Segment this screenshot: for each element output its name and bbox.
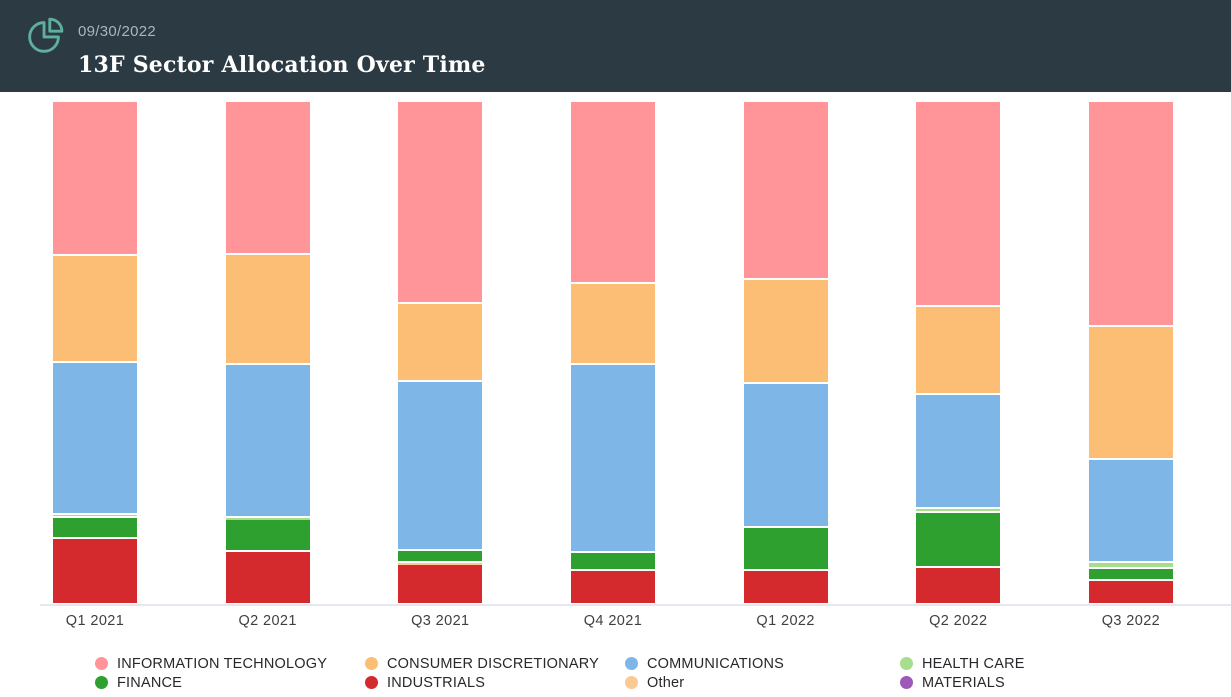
- bar-segment-information-technology-q4-2021[interactable]: [570, 102, 655, 284]
- legend-item-communications[interactable]: COMMUNICATIONS: [625, 654, 900, 673]
- x-axis-label-q3-2021: Q3 2021: [411, 613, 470, 629]
- bar-segment-information-technology-q2-2021[interactable]: [225, 102, 310, 255]
- legend-item-health-care[interactable]: HEALTH CARE: [900, 654, 1025, 673]
- bar-segment-industrials-q3-2021[interactable]: [398, 565, 483, 603]
- x-axis-line: [40, 604, 1231, 606]
- report-date: 09/30/2022: [78, 23, 157, 40]
- legend-dot-icon: [95, 676, 108, 689]
- app-header: 09/30/2022 13F Sector Allocation Over Ti…: [0, 0, 1231, 92]
- bar-segment-other-q3-2021[interactable]: [398, 563, 483, 566]
- legend-item-materials[interactable]: MATERIALS: [900, 673, 1025, 692]
- bar-segment-communications-q2-2022[interactable]: [916, 395, 1001, 509]
- legend-dot-icon: [900, 676, 913, 689]
- bar-segment-industrials-q3-2022[interactable]: [1088, 580, 1173, 603]
- bar-segment-communications-q3-2022[interactable]: [1088, 460, 1173, 563]
- x-axis-label-q4-2021: Q4 2021: [583, 613, 643, 629]
- legend-label: FINANCE: [117, 674, 183, 691]
- bar-segment-communications-q1-2021[interactable]: [53, 362, 137, 515]
- legend-item-other[interactable]: Other: [625, 673, 900, 692]
- legend-item-information-technology[interactable]: INFORMATION TECHNOLOGY: [95, 654, 365, 673]
- bar-segment-communications-q2-2021[interactable]: [225, 365, 310, 518]
- bar-segment-finance-q1-2021[interactable]: [53, 518, 137, 539]
- x-axis-label-q1-2022: Q1 2022: [756, 613, 815, 629]
- bar-segment-consumer-discretionary-q2-2021[interactable]: [225, 254, 310, 366]
- bar-q2-2021: [225, 102, 310, 603]
- bar-segment-finance-q3-2022[interactable]: [1088, 568, 1173, 581]
- bar-segment-consumer-discretionary-q3-2021[interactable]: [398, 304, 483, 383]
- bar-segment-finance-q2-2021[interactable]: [225, 520, 310, 553]
- legend-item-finance[interactable]: FINANCE: [95, 673, 365, 692]
- bar-segment-consumer-discretionary-q2-2022[interactable]: [916, 306, 1001, 396]
- bar-q3-2021: [398, 102, 483, 603]
- legend-dot-icon: [365, 657, 378, 670]
- legend-dot-icon: [900, 657, 913, 670]
- legend-dot-icon: [365, 676, 378, 689]
- bar-q3-2022: [1088, 102, 1173, 603]
- bar-segment-finance-q1-2022[interactable]: [743, 527, 828, 572]
- x-axis-label-q2-2021: Q2 2021: [238, 613, 297, 629]
- bar-segment-information-technology-q3-2022[interactable]: [1088, 102, 1173, 328]
- bar-segment-industrials-q1-2022[interactable]: [743, 571, 828, 603]
- chart-legend: INFORMATION TECHNOLOGY CONSUMER DISCRETIO…: [95, 654, 1025, 692]
- x-axis-label-q1-2021: Q1 2021: [65, 613, 125, 629]
- bar-segment-communications-q1-2022[interactable]: [743, 384, 828, 528]
- pie-chart-icon: [22, 13, 68, 59]
- bar-segment-information-technology-q3-2021[interactable]: [398, 102, 483, 305]
- bar-segment-finance-q4-2021[interactable]: [570, 552, 655, 572]
- bar-segment-health-care-q1-2021[interactable]: [53, 514, 137, 519]
- chart-plot: [53, 102, 1173, 603]
- bar-segment-health-care-q2-2021[interactable]: [225, 517, 310, 521]
- bar-segment-communications-q4-2021[interactable]: [570, 365, 655, 553]
- legend-item-consumer-discretionary[interactable]: CONSUMER DISCRETIONARY: [365, 654, 625, 673]
- legend-item-industrials[interactable]: INDUSTRIALS: [365, 673, 625, 692]
- bar-segment-industrials-q1-2021[interactable]: [53, 538, 137, 603]
- legend-dot-icon: [625, 657, 638, 670]
- bar-segment-health-care-q3-2022[interactable]: [1088, 562, 1173, 569]
- bar-segment-consumer-discretionary-q1-2022[interactable]: [743, 279, 828, 385]
- bar-segment-industrials-q4-2021[interactable]: [570, 571, 655, 603]
- page-title: 13F Sector Allocation Over Time: [78, 52, 486, 78]
- bar-segment-health-care-q2-2022[interactable]: [916, 508, 1001, 514]
- legend-label: INFORMATION TECHNOLOGY: [117, 655, 328, 672]
- x-axis-labels: Q1 2021 Q2 2021 Q3 2021 Q4 2021 Q1 2022 Q2 20…: [53, 613, 1173, 629]
- legend-label: Other: [647, 674, 685, 691]
- legend-dot-icon: [95, 657, 108, 670]
- bar-segment-consumer-discretionary-q3-2022[interactable]: [1088, 327, 1173, 461]
- legend-label: HEALTH CARE: [922, 655, 1025, 672]
- legend-label: MATERIALS: [922, 674, 1005, 691]
- bar-segment-industrials-q2-2022[interactable]: [916, 568, 1001, 603]
- x-axis-label-q3-2022: Q3 2022: [1101, 613, 1161, 629]
- x-axis-label-q2-2022: Q2 2022: [929, 613, 988, 629]
- bar-segment-information-technology-q2-2022[interactable]: [916, 102, 1001, 307]
- legend-dot-icon: [625, 676, 638, 689]
- legend-label: COMMUNICATIONS: [647, 655, 785, 672]
- bar-segment-industrials-q2-2021[interactable]: [225, 552, 310, 603]
- bar-segment-consumer-discretionary-q4-2021[interactable]: [570, 283, 655, 366]
- legend-label: CONSUMER DISCRETIONARY: [387, 655, 599, 672]
- bar-segment-finance-q2-2022[interactable]: [916, 513, 1001, 569]
- bar-segment-information-technology-q1-2021[interactable]: [53, 102, 137, 257]
- bar-q1-2022: [743, 102, 828, 603]
- bar-q1-2021: [53, 102, 137, 603]
- bar-segment-information-technology-q1-2022[interactable]: [743, 102, 828, 280]
- bar-q2-2022: [916, 102, 1001, 603]
- legend-label: INDUSTRIALS: [387, 674, 486, 691]
- bar-segment-consumer-discretionary-q1-2021[interactable]: [53, 256, 137, 363]
- bar-segment-finance-q3-2021[interactable]: [398, 551, 483, 564]
- bar-segment-communications-q3-2021[interactable]: [398, 382, 483, 552]
- bar-q4-2021: [570, 102, 655, 603]
